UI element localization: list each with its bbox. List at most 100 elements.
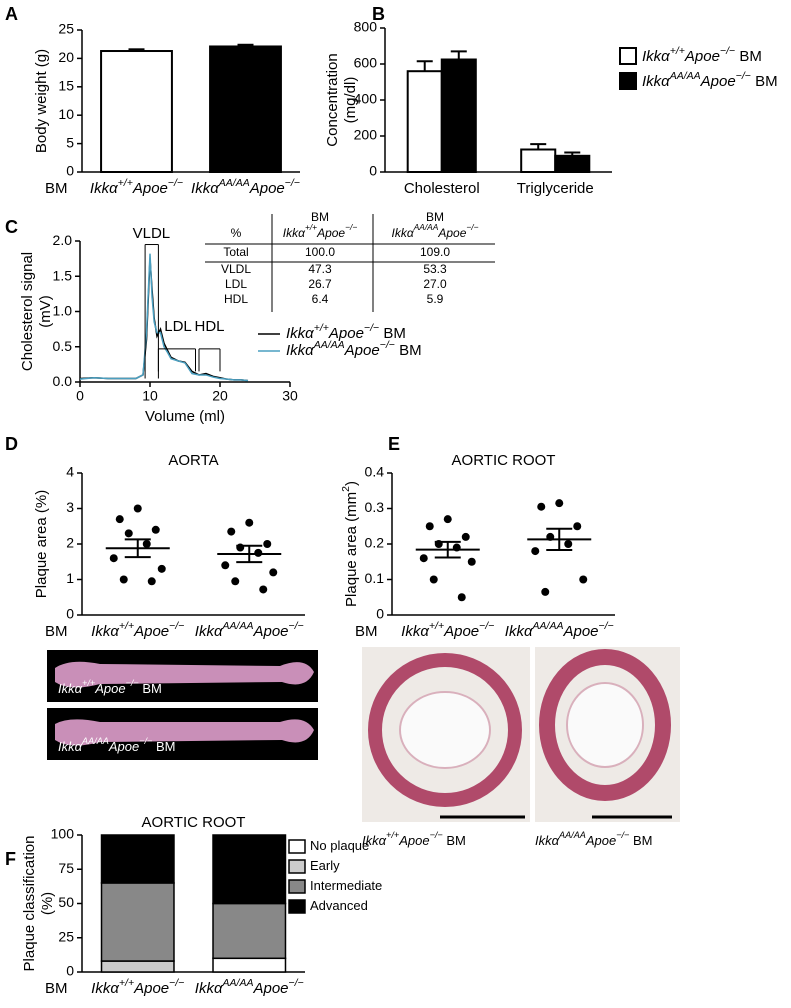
x-prefix: BM	[355, 623, 378, 640]
legend-swatch	[288, 859, 306, 874]
x-tick-label: IkkαAA/AAApoe−/−	[191, 177, 300, 197]
y-axis-label: (mg/dl)	[342, 77, 359, 124]
legend-label: Ikkα+/+Apoe−/− BM	[286, 322, 406, 342]
panel-letter: C	[5, 217, 18, 237]
table-cell: LDL	[225, 277, 247, 291]
y-tick-label: 0.2	[365, 535, 385, 551]
annotation: HDL	[194, 318, 224, 335]
y-tick-label: 25	[58, 928, 74, 944]
legend-label: Ikkα+/+Apoe−/− BM	[642, 45, 762, 65]
table-header: BM	[311, 210, 329, 224]
dot	[419, 554, 428, 563]
y-tick-label: 4	[66, 464, 74, 480]
image-caption: IkkαAA/AAApoe−/− BM	[535, 830, 652, 848]
panel-letter: E	[388, 434, 400, 454]
legend-swatch	[619, 72, 637, 90]
dot	[259, 585, 268, 594]
y-axis-label: (mV)	[37, 295, 54, 328]
bar	[100, 50, 173, 173]
dot	[467, 557, 476, 566]
y-axis-label: Body weight (g)	[33, 49, 50, 153]
dot	[231, 577, 240, 586]
panel-letter: A	[5, 4, 18, 24]
x-tick-label: 0	[76, 388, 84, 404]
y-tick-label: 600	[354, 55, 378, 71]
dot	[119, 575, 128, 584]
bar	[440, 58, 477, 173]
dot	[147, 577, 156, 586]
y-tick-label: 0	[66, 963, 74, 979]
dot	[263, 540, 272, 548]
bar-segment	[212, 902, 287, 960]
y-tick-label: 0	[369, 163, 377, 179]
aorta-tissue	[55, 719, 314, 746]
y-tick-label: 20	[58, 49, 74, 65]
y-axis-label: (%)	[39, 892, 56, 915]
dot	[254, 548, 263, 557]
root-images	[362, 647, 680, 822]
bar-segment	[212, 834, 287, 905]
chart-title: AORTIC ROOT	[142, 814, 246, 831]
legend-swatch	[288, 839, 306, 854]
table-header: BM	[426, 210, 444, 224]
y-tick-label: 100	[51, 826, 75, 842]
y-tick-label: 0.4	[365, 464, 385, 480]
x-tick-label: Triglyceride	[517, 180, 594, 197]
y-tick-label: 25	[58, 21, 74, 37]
bar-segment	[100, 882, 175, 962]
legend-label: Advanced	[310, 898, 368, 913]
dot	[429, 575, 438, 584]
table-cell: 26.7	[308, 277, 332, 291]
aorta-tissue	[55, 661, 314, 688]
root-tissue	[539, 649, 671, 801]
dot	[443, 515, 452, 524]
y-tick-label: 0	[66, 163, 74, 179]
bar	[520, 148, 557, 173]
x-tick-label: 30	[282, 388, 298, 404]
legend-label: Intermediate	[310, 878, 382, 893]
x-prefix: BM	[45, 980, 68, 997]
root-tissue	[368, 653, 522, 807]
x-tick-label: 10	[142, 388, 158, 404]
table-cell: 53.3	[423, 262, 447, 276]
table-header: %	[231, 226, 242, 240]
y-tick-label: 400	[354, 91, 378, 107]
dot	[573, 522, 582, 531]
legend-swatch	[288, 899, 306, 914]
y-tick-label: 3	[66, 499, 74, 515]
y-tick-label: 200	[354, 127, 378, 143]
x-prefix: BM	[45, 180, 68, 197]
chart-title: AORTIC ROOT	[452, 452, 556, 469]
y-tick-label: 1.0	[53, 302, 73, 318]
bar-segment	[100, 960, 175, 973]
y-tick-label: 1.5	[53, 267, 73, 283]
table-cell: 109.0	[420, 245, 450, 259]
dot	[425, 522, 434, 531]
dot	[227, 527, 236, 536]
x-tick-label: Cholesterol	[404, 180, 480, 197]
x-tick-label: IkkαAA/AAApoe−/−	[505, 620, 614, 640]
dot	[461, 532, 470, 541]
dot	[541, 587, 550, 596]
dot	[151, 525, 160, 534]
y-axis-label: Concentration	[324, 53, 341, 146]
x-tick-label: 20	[212, 388, 228, 404]
y-tick-label: 15	[58, 78, 74, 94]
dot	[133, 504, 142, 513]
annotation: LDL	[164, 318, 192, 335]
x-axis-label: Volume (ml)	[145, 408, 225, 425]
y-axis-label: Plaque area (mm2)	[340, 481, 360, 607]
y-tick-label: 10	[58, 106, 74, 122]
bar	[209, 45, 282, 173]
y-tick-label: 1	[66, 570, 74, 586]
y-tick-label: 0	[66, 606, 74, 622]
bar-segment	[100, 834, 175, 884]
aorta-images	[47, 650, 318, 760]
legend-label: No plaque	[310, 838, 369, 853]
y-tick-label: 0	[376, 606, 384, 622]
dot	[564, 540, 573, 548]
dot	[555, 499, 564, 508]
table-cell: Total	[223, 245, 248, 259]
x-tick-label: IkkαAA/AAApoe−/−	[195, 977, 304, 997]
y-tick-label: 2	[66, 535, 74, 551]
